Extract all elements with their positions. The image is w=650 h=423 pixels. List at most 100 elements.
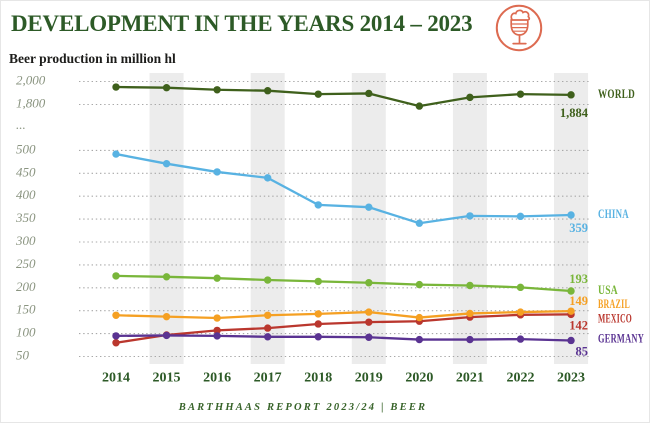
data-point-china	[365, 203, 373, 211]
data-point-brazil	[162, 312, 171, 321]
y-tick-label: 250	[16, 256, 36, 271]
source-caption: BARTHHAAS REPORT 2023/24 | BEER	[178, 402, 428, 413]
chart-title: DEVELOPMENT IN THE YEARS 2014 – 2023	[11, 11, 473, 36]
data-point-china	[213, 168, 221, 176]
value-label-world: 1,884	[560, 106, 589, 120]
data-point-usa	[162, 273, 171, 281]
data-point-brazil	[516, 308, 525, 316]
data-point-germany	[213, 332, 221, 340]
data-point-brazil	[314, 310, 322, 318]
data-point-germany	[466, 335, 474, 344]
data-point-brazil	[213, 314, 221, 322]
x-tick-label: 2022	[506, 371, 534, 386]
x-tick-label: 2018	[304, 371, 332, 386]
data-point-mexico	[314, 320, 322, 328]
data-point-germany	[112, 332, 120, 340]
y-tick-label: 150	[16, 302, 36, 317]
legend-china: CHINA	[598, 206, 629, 221]
line-chart: 2,000 1,800 500 450 400 350 300 250 200 150 100 50.…	[15, 72, 644, 386]
data-point-world	[263, 87, 272, 95]
data-point-mexico	[263, 324, 272, 332]
data-point-world	[567, 91, 575, 99]
y-tick-label: 1,800	[16, 95, 46, 110]
x-tick-label: 2023	[557, 371, 585, 386]
y-tick-label: 300	[15, 233, 36, 248]
data-point-germany	[516, 335, 525, 343]
data-point-world	[466, 93, 474, 102]
data-point-usa	[213, 274, 221, 282]
data-point-world	[365, 89, 373, 98]
legend-brazil: BRAZIL	[598, 296, 630, 311]
y-tick-label: 2,000	[16, 72, 46, 87]
value-label-usa: 193	[569, 272, 588, 286]
data-point-germany	[365, 333, 373, 341]
data-point-brazil	[263, 311, 272, 319]
data-point-usa	[516, 283, 525, 292]
data-point-germany	[415, 335, 424, 344]
data-point-usa	[314, 277, 322, 286]
x-tick-label: 2015	[153, 371, 181, 386]
x-tick-label: 2016	[203, 371, 231, 386]
data-point-usa	[567, 287, 575, 295]
data-point-world	[516, 90, 525, 98]
data-point-china	[415, 219, 424, 227]
y-tick-label: 50	[16, 347, 30, 362]
value-label-brazil: 149	[569, 294, 588, 308]
data-point-world	[415, 102, 424, 110]
data-point-usa	[466, 281, 474, 290]
y-tick-label: 100	[16, 325, 36, 340]
data-point-germany	[162, 331, 171, 340]
legend-world: WORLD	[598, 86, 635, 101]
series-line-germany	[115, 334, 572, 342]
x-tick-label: 2020	[405, 371, 433, 386]
y-tick-label: 450	[16, 164, 36, 179]
data-point-brazil	[112, 311, 120, 319]
series-line-china	[115, 152, 572, 225]
value-label-germany: 85	[576, 344, 589, 358]
axis-break-label: ...	[16, 117, 26, 132]
data-point-china	[466, 212, 474, 220]
stripe-band	[250, 73, 285, 364]
data-point-china	[314, 201, 322, 209]
series-line-brazil	[115, 310, 572, 320]
series-line-usa	[115, 274, 572, 293]
legend-germany: GERMANY	[598, 330, 644, 345]
x-tick-label: 2019	[355, 371, 383, 386]
data-point-mexico	[213, 326, 221, 335]
legend-mexico: MEXICO	[598, 310, 632, 325]
data-point-world	[213, 86, 221, 94]
data-point-usa	[365, 279, 373, 287]
series-line-mexico	[115, 313, 572, 344]
legend-usa: USA	[598, 282, 618, 297]
series-line-world	[115, 85, 572, 108]
data-point-china	[516, 212, 525, 221]
value-label-china: 359	[569, 221, 588, 235]
data-point-brazil	[365, 308, 373, 316]
data-point-germany	[567, 336, 575, 345]
data-point-china	[112, 150, 120, 158]
data-point-mexico	[365, 318, 373, 326]
data-point-germany	[314, 333, 322, 341]
data-point-world	[162, 84, 171, 92]
data-point-brazil	[567, 307, 575, 315]
x-tick-label: 2021	[456, 371, 484, 386]
data-point-world	[112, 83, 120, 91]
data-point-world	[314, 90, 322, 98]
data-point-brazil	[415, 313, 424, 322]
value-label-mexico: 142	[569, 318, 588, 332]
data-point-usa	[415, 280, 424, 289]
data-point-germany	[263, 333, 272, 341]
chart-subtitle: Beer production in million hl	[9, 51, 176, 66]
y-tick-label: 400	[16, 187, 36, 202]
x-tick-label: 2014	[102, 371, 130, 386]
data-point-china	[162, 159, 171, 168]
data-point-usa	[112, 272, 120, 280]
y-tick-label: 500	[16, 141, 36, 156]
beer-glass-icon	[495, 4, 543, 52]
data-point-china	[263, 174, 272, 182]
data-point-china	[567, 211, 575, 219]
data-point-brazil	[466, 309, 474, 318]
y-tick-label: 350	[15, 210, 36, 225]
x-tick-label: 2017	[254, 371, 282, 386]
